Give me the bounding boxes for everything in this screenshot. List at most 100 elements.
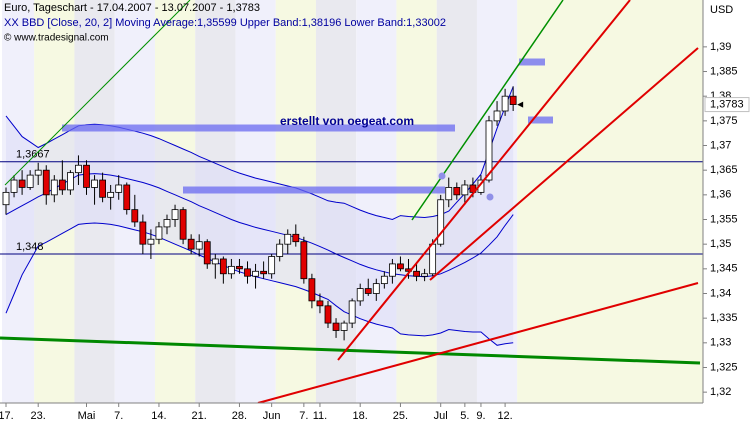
x-tick-label: 14. bbox=[151, 410, 166, 422]
candle-body bbox=[42, 169, 50, 196]
y-tick-label: 1,345 bbox=[710, 263, 738, 275]
y-tick-label: 1,33 bbox=[710, 337, 731, 349]
candle-body bbox=[485, 120, 493, 181]
candle-body bbox=[227, 265, 235, 275]
candle-body bbox=[179, 209, 187, 240]
x-tick-label: 28. bbox=[232, 410, 247, 422]
trend-line bbox=[257, 282, 699, 404]
candle-body bbox=[493, 110, 501, 122]
candle-body bbox=[26, 174, 34, 188]
candle-body bbox=[171, 209, 179, 220]
candle-body bbox=[219, 258, 227, 275]
x-tick-label: 17. bbox=[0, 410, 14, 422]
candle-body bbox=[501, 95, 509, 112]
marker bbox=[486, 193, 494, 201]
axes: 1,32 1,325 1,33 1,335 1,34 1,345 1,35 1,355 1,36… bbox=[0, 41, 750, 422]
y-tick-label: 1,36 bbox=[710, 189, 731, 201]
candle-body bbox=[67, 172, 74, 191]
trend-line bbox=[4, 0, 191, 186]
y-axis-area bbox=[703, 0, 751, 426]
marker bbox=[438, 172, 446, 180]
candle-body bbox=[276, 243, 284, 257]
candle-body bbox=[155, 226, 163, 240]
candle-body bbox=[34, 169, 42, 176]
candle-body bbox=[364, 288, 372, 294]
candle-body bbox=[131, 209, 139, 223]
candle-body bbox=[195, 241, 203, 250]
candle-body bbox=[268, 256, 276, 275]
level-label: 1,3667 bbox=[16, 149, 50, 161]
candle-body bbox=[91, 179, 98, 188]
x-tick-label: 7. bbox=[299, 410, 308, 422]
candle-body bbox=[163, 219, 171, 228]
x-tick-label: 12. bbox=[497, 410, 512, 422]
x-tick-label: 11. bbox=[313, 410, 327, 422]
candle-body bbox=[453, 187, 461, 196]
trend-line bbox=[429, 47, 699, 281]
trend-line bbox=[337, 0, 631, 361]
week-stripe bbox=[396, 0, 437, 403]
candle-body bbox=[50, 179, 58, 196]
y-tick-label: 1,39 bbox=[710, 41, 731, 53]
candle-body bbox=[203, 241, 211, 265]
candle-body bbox=[332, 322, 340, 331]
candle-body bbox=[115, 184, 123, 193]
trend-line bbox=[0, 336, 701, 365]
lower-band bbox=[5, 222, 514, 346]
candle-body bbox=[356, 288, 364, 302]
y-axis-label: USD bbox=[710, 4, 733, 16]
x-tick-label: Jul bbox=[434, 410, 448, 422]
candle-body bbox=[139, 221, 147, 245]
candle-body bbox=[388, 263, 396, 277]
x-axis-area bbox=[0, 403, 751, 426]
y-tick-label: 1,385 bbox=[710, 65, 738, 77]
x-tick-label: Jun bbox=[263, 410, 281, 422]
candle-body bbox=[260, 270, 268, 275]
last-box bbox=[704, 97, 750, 113]
levels: 1,3667 1,348 bbox=[0, 149, 703, 255]
candle-body bbox=[58, 179, 66, 191]
candle-body bbox=[324, 305, 332, 324]
trend-line bbox=[411, 0, 564, 221]
moving-average bbox=[5, 173, 514, 278]
candle-body bbox=[445, 187, 453, 201]
candle-body bbox=[236, 265, 243, 270]
candle-body bbox=[372, 283, 380, 294]
x-tick-label: Mai bbox=[78, 410, 96, 422]
candle-body bbox=[429, 243, 437, 275]
y-tick-label: 1,335 bbox=[710, 312, 738, 324]
candle-body bbox=[252, 270, 259, 277]
candle-body bbox=[308, 278, 316, 302]
candle-body bbox=[437, 199, 445, 245]
candle-body bbox=[292, 233, 300, 243]
y-tick-label: 1,37 bbox=[710, 139, 731, 151]
candle-body bbox=[340, 322, 348, 331]
candle-body bbox=[83, 164, 90, 188]
candle-body bbox=[380, 275, 388, 285]
candle-body bbox=[147, 238, 155, 245]
candle-body bbox=[211, 258, 219, 265]
x-tick-label: 7. bbox=[114, 410, 123, 422]
y-tick-label: 1,325 bbox=[710, 361, 738, 373]
chart-subtitle: XX BBD [Close, 20, 2] Moving Average:1,3… bbox=[4, 17, 446, 29]
annotation: erstellt von oegeat.com bbox=[280, 114, 414, 128]
y-tick-label: 1,365 bbox=[710, 164, 738, 176]
candle-body bbox=[300, 241, 308, 280]
x-tick-label: 9. bbox=[476, 410, 485, 422]
trend-lines bbox=[0, 0, 701, 404]
candle-body bbox=[2, 191, 10, 206]
x-tick-label: 25. bbox=[393, 410, 408, 422]
y-tick-label: 1,35 bbox=[710, 238, 731, 250]
y-tick-label: 1,32 bbox=[710, 386, 731, 398]
candle-body bbox=[413, 270, 420, 277]
candles bbox=[2, 86, 517, 341]
source: © www.tradesignal.com bbox=[4, 33, 109, 44]
candle-body bbox=[461, 184, 469, 196]
candle-body bbox=[187, 238, 195, 250]
candle-body bbox=[123, 184, 131, 211]
candle-body bbox=[75, 164, 82, 174]
candle-body bbox=[421, 273, 429, 277]
candle-body bbox=[348, 300, 356, 324]
candle-body bbox=[397, 263, 404, 270]
